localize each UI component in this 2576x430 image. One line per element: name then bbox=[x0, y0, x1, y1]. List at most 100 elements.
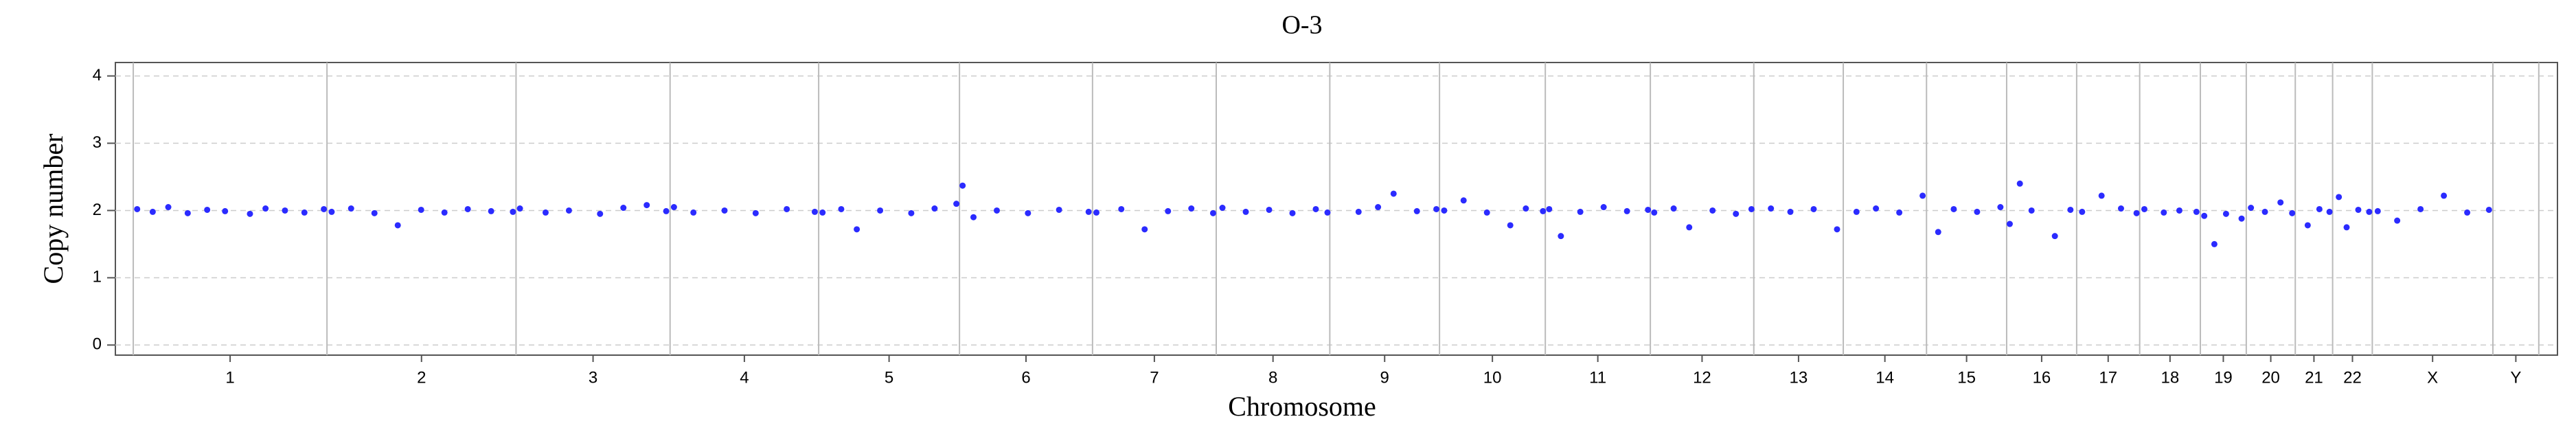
x-tick-label: 11 bbox=[1589, 368, 1606, 387]
x-tick-label: 21 bbox=[2305, 368, 2323, 387]
point bbox=[516, 205, 523, 212]
point bbox=[2176, 207, 2182, 214]
point bbox=[149, 208, 156, 215]
point bbox=[819, 209, 826, 216]
point bbox=[418, 206, 424, 213]
point bbox=[2201, 212, 2208, 219]
x-tick-label: 7 bbox=[1150, 368, 1159, 387]
x-tick-label: 5 bbox=[885, 368, 893, 387]
point bbox=[1997, 204, 2004, 211]
x-tick-label: 10 bbox=[1483, 368, 1502, 387]
point bbox=[1748, 205, 1755, 212]
point bbox=[1974, 208, 1981, 215]
point bbox=[2016, 180, 2023, 187]
point bbox=[565, 207, 572, 214]
point bbox=[2441, 192, 2448, 199]
point bbox=[1540, 207, 1547, 214]
point bbox=[2304, 222, 2311, 229]
point bbox=[1056, 206, 1062, 213]
y-tick-label: 0 bbox=[93, 335, 102, 354]
x-tick-label: X bbox=[2427, 368, 2438, 387]
x-tick-label: 20 bbox=[2261, 368, 2280, 387]
x-tick-label: 22 bbox=[2343, 368, 2362, 387]
x-tick-label: 17 bbox=[2099, 368, 2117, 387]
point bbox=[371, 210, 378, 216]
x-tick-label: 2 bbox=[417, 368, 426, 387]
point bbox=[2141, 205, 2147, 212]
point bbox=[2006, 220, 2013, 227]
point bbox=[970, 214, 977, 220]
point bbox=[1433, 205, 1440, 212]
x-tick-label: 16 bbox=[2033, 368, 2051, 387]
point bbox=[1919, 192, 1926, 199]
point bbox=[328, 208, 335, 215]
point bbox=[510, 208, 516, 215]
plot-frame bbox=[115, 62, 2558, 356]
point bbox=[2161, 209, 2167, 216]
point bbox=[262, 205, 269, 212]
point bbox=[931, 205, 938, 212]
x-tick-label: 1 bbox=[225, 368, 234, 387]
point bbox=[1651, 209, 1658, 216]
point bbox=[2366, 208, 2373, 215]
point bbox=[1355, 208, 1362, 215]
point bbox=[204, 206, 211, 213]
point bbox=[1523, 205, 1529, 212]
point bbox=[1873, 205, 1880, 212]
y-axis-label: Copy number bbox=[38, 134, 69, 284]
point bbox=[1093, 209, 1100, 216]
point bbox=[2238, 215, 2245, 222]
x-tick-label: 6 bbox=[1021, 368, 1030, 387]
point bbox=[784, 205, 790, 212]
point bbox=[2277, 199, 2284, 206]
point bbox=[2211, 240, 2218, 247]
x-tick-label: 18 bbox=[2161, 368, 2179, 387]
y-tick-label: 3 bbox=[93, 133, 102, 152]
x-tick-label: 8 bbox=[1268, 368, 1277, 387]
point bbox=[877, 207, 884, 214]
point bbox=[2261, 208, 2268, 215]
point bbox=[1670, 205, 1677, 212]
point bbox=[1483, 209, 1490, 216]
point bbox=[752, 210, 759, 216]
point bbox=[301, 209, 308, 216]
x-tick-label: 14 bbox=[1876, 368, 1894, 387]
point bbox=[441, 209, 448, 216]
point bbox=[854, 226, 860, 233]
point bbox=[597, 210, 604, 217]
point bbox=[247, 210, 253, 217]
point bbox=[282, 207, 288, 214]
point bbox=[1853, 208, 1860, 215]
point bbox=[1413, 207, 1420, 214]
point bbox=[1834, 226, 1840, 233]
point bbox=[1025, 210, 1031, 216]
point bbox=[1950, 205, 1957, 212]
point bbox=[1219, 205, 1226, 212]
point bbox=[488, 207, 494, 214]
point bbox=[1733, 210, 1740, 217]
point bbox=[838, 205, 845, 212]
point bbox=[394, 222, 401, 229]
point bbox=[1242, 208, 1249, 215]
point bbox=[1686, 224, 1693, 231]
point bbox=[1375, 204, 1382, 211]
point bbox=[1768, 205, 1775, 212]
y-tick-label: 1 bbox=[93, 268, 102, 286]
x-tick-label: 3 bbox=[589, 368, 597, 387]
point bbox=[643, 202, 650, 209]
point bbox=[2248, 205, 2255, 212]
x-tick-label: 9 bbox=[1380, 368, 1389, 387]
point bbox=[1600, 204, 1607, 211]
point bbox=[2326, 208, 2333, 215]
point bbox=[464, 205, 471, 212]
point bbox=[1507, 222, 1514, 229]
point bbox=[1312, 205, 1319, 212]
point bbox=[2355, 206, 2362, 213]
point bbox=[1896, 209, 1903, 216]
point bbox=[2485, 206, 2492, 213]
point bbox=[1623, 207, 1630, 214]
point bbox=[2067, 206, 2074, 213]
point bbox=[134, 205, 141, 212]
x-tick-label: 12 bbox=[1693, 368, 1711, 387]
